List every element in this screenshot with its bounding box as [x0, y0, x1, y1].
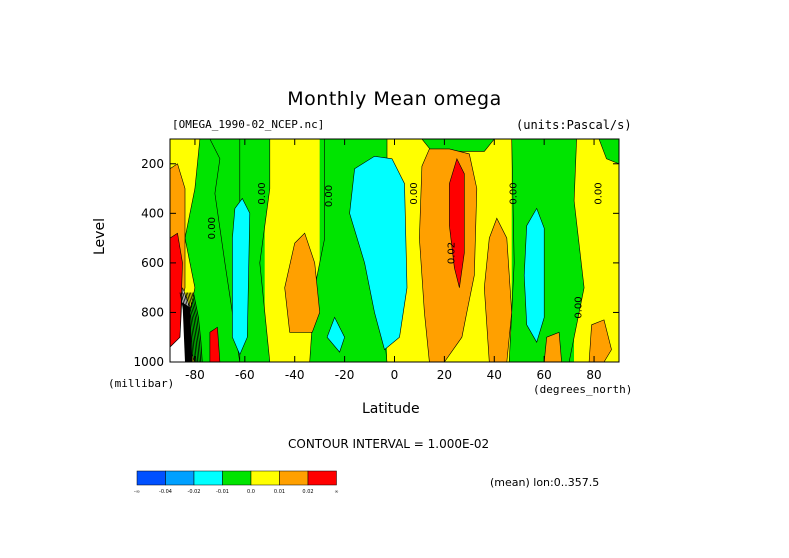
colorbar-swatch-0: [136, 470, 166, 486]
green-region-nh: [508, 139, 585, 362]
contour-label-2: 0.00: [324, 185, 335, 207]
colorbar-swatch-1: [165, 470, 195, 486]
y-tick-label-0: 200: [141, 157, 164, 171]
x-axis-label: Latitude: [362, 401, 420, 417]
colorbar-swatch-5: [279, 470, 309, 486]
colorbar-label-2: -0.02: [188, 489, 201, 495]
contour-label-5: 0.00: [509, 182, 520, 204]
cyan-blob-sh: [232, 197, 251, 356]
orange-blob-nh2: [483, 217, 513, 362]
colorbar-label-0: -∞: [134, 489, 140, 495]
x-tick-label-7: 60: [537, 368, 552, 382]
dense-contour-line-7: [190, 292, 200, 362]
mean-label: (mean) lon:0..357.5: [490, 476, 600, 489]
colorbar-label-1: -0.04: [159, 489, 172, 495]
contour-label-4: 0.02: [446, 242, 457, 264]
contour-interval: CONTOUR INTERVAL = 1.000E-02: [288, 437, 490, 451]
y-tick-label-4: 1000: [133, 355, 164, 369]
colorbar-swatch-3: [222, 470, 252, 486]
x-tick-label-6: 40: [487, 368, 502, 382]
x-tick-label-5: 20: [437, 368, 452, 382]
colorbar-swatch-6: [307, 470, 337, 486]
y-axis-unit: (millibar): [108, 377, 175, 390]
contour-label-6: 0.00: [594, 182, 605, 204]
contour-label-0: 0.00: [207, 217, 218, 239]
green-top-nh: [598, 139, 619, 165]
contour-label-1: 0.00: [257, 182, 268, 204]
contour-label-7: 0.00: [574, 296, 585, 318]
contour-label-3: 0.00: [409, 182, 420, 204]
orange-blob-sh: [284, 232, 321, 333]
red-blob-sh2: [209, 326, 221, 362]
dense-contour-line-4: [185, 292, 196, 362]
colorbar-label-6: 0.02: [302, 489, 313, 495]
colorbar-label-7: ∞: [334, 489, 338, 495]
green-mid: [421, 139, 495, 152]
x-tick-label-4: 0: [391, 368, 399, 382]
cyan-blob-sw: [326, 316, 345, 353]
cyan-blob-nh: [523, 207, 545, 343]
y-tick-label-2: 600: [141, 256, 164, 270]
orange-blob-n60: [543, 331, 562, 362]
cyan-blob-tropic: [349, 155, 408, 351]
dense-contour-line-9: [193, 292, 203, 362]
x-tick-label-8: 80: [586, 368, 601, 382]
colorbar-swatch-4: [250, 470, 280, 486]
x-tick-label-0: -80: [185, 368, 205, 382]
colorbar-swatch-2: [193, 470, 223, 486]
green-region-sh: [184, 139, 241, 362]
x-axis-unit: (degrees_north): [533, 383, 633, 396]
x-tick-label-1: -60: [235, 368, 255, 382]
red-blob-nh: [449, 157, 465, 288]
y-tick-label-1: 400: [141, 206, 164, 220]
orange-blob-ne: [588, 319, 612, 362]
contour-fill-group: 0.00 0.00 0.00 0.00 0.02 0.00 0.00 0.00: [170, 139, 619, 362]
dense-contour-fill: [182, 302, 193, 362]
colorbar-label-5: 0.01: [274, 489, 285, 495]
dense-contour-line-8: [191, 292, 202, 362]
x-tick-label-2: -40: [285, 368, 305, 382]
chart-title: Monthly Mean omega: [287, 88, 502, 110]
file-label: [OMEGA_1990-02_NCEP.nc]: [172, 118, 325, 131]
colorbar-label-3: -0.01: [216, 489, 229, 495]
colorbar-label-4: 0.0: [247, 489, 255, 495]
dense-contour-line-5: [187, 292, 197, 362]
dense-contour-line-6: [188, 292, 199, 362]
x-tick-label-3: -20: [335, 368, 355, 382]
y-tick-label-3: 800: [141, 305, 164, 319]
units-label: (units:Pascal/s): [516, 118, 632, 132]
